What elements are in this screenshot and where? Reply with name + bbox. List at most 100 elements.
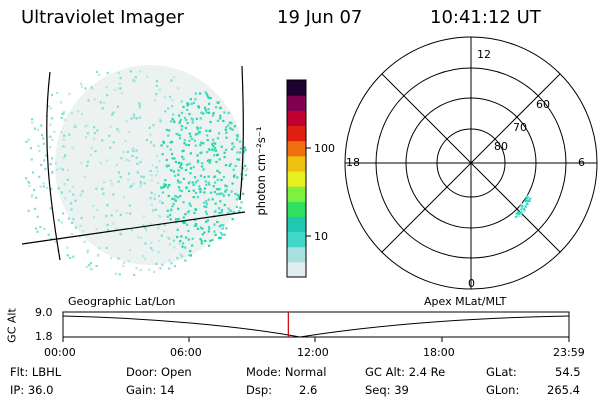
emission-pixel (212, 112, 215, 115)
emission-pixel (179, 194, 182, 198)
emission-pixel (144, 226, 147, 230)
emission-pixel (37, 144, 40, 148)
emission-pixel (81, 190, 84, 193)
colorbar-band (287, 231, 306, 248)
emission-pixel (79, 235, 82, 238)
emission-pixel (179, 162, 183, 165)
spot-pixel (519, 205, 522, 208)
emission-pixel (230, 122, 233, 125)
emission-pixel (184, 126, 188, 130)
emission-pixel (114, 272, 118, 275)
spot-pixel (526, 203, 529, 206)
emission-pixel (224, 128, 227, 131)
emission-pixel (212, 138, 215, 141)
emission-pixel (194, 92, 197, 95)
emission-pixel (205, 212, 208, 216)
polar-plot (344, 36, 598, 290)
emission-pixel (74, 199, 77, 202)
emission-pixel (63, 134, 66, 137)
emission-pixel (229, 209, 232, 212)
emission-pixel (111, 183, 114, 186)
emission-pixel (144, 242, 147, 245)
emission-pixel (119, 176, 122, 179)
emission-pixel (155, 155, 158, 158)
emission-pixel (180, 100, 183, 103)
emission-pixel (196, 159, 200, 162)
emission-pixel (170, 105, 174, 108)
emission-pixel (181, 242, 185, 245)
emission-pixel (202, 142, 205, 145)
emission-pixel (112, 222, 115, 225)
emission-pixel (101, 107, 104, 110)
emission-pixel (79, 82, 82, 86)
emission-pixel (108, 134, 111, 137)
aurora-haze (55, 65, 245, 265)
emission-pixel (231, 218, 234, 221)
emission-pixel (212, 149, 215, 152)
emission-pixel (127, 260, 130, 263)
emission-pixel (148, 268, 151, 271)
colorbar-frame (286, 79, 307, 278)
emission-pixel (203, 205, 207, 208)
glon-info: GLon: (486, 383, 520, 397)
emission-pixel (139, 185, 142, 188)
emission-pixel (42, 137, 45, 140)
emission-pixel (133, 80, 136, 83)
emission-pixel (165, 128, 168, 132)
colorbar-band (287, 246, 306, 263)
emission-pixel (162, 140, 165, 144)
polar-diagonal-2 (381, 73, 561, 253)
emission-pixel (213, 190, 216, 194)
emission-pixel (167, 184, 171, 187)
emission-pixel (36, 215, 39, 218)
emission-pixel (194, 218, 197, 222)
emission-pixel (153, 270, 156, 274)
spot-pixel (524, 205, 527, 208)
emission-pixel (99, 162, 102, 165)
emission-pixel (142, 215, 146, 218)
emission-pixel (45, 186, 49, 190)
emission-pixel (233, 125, 236, 128)
emission-pixel (184, 168, 188, 172)
emission-pixel (127, 178, 130, 181)
emission-pixel (216, 169, 219, 172)
emission-pixel (113, 88, 116, 92)
spot-pixel (523, 210, 526, 213)
emission-pixel (238, 140, 242, 143)
emission-pixel (149, 222, 152, 225)
emission-pixel (180, 255, 184, 258)
emission-pixel (138, 102, 141, 105)
emission-pixel (189, 152, 193, 155)
emission-pixel (99, 101, 102, 104)
emission-pixel (209, 96, 212, 100)
emission-pixel (215, 154, 219, 157)
emission-pixel (185, 118, 188, 122)
emission-pixel (86, 160, 90, 163)
emission-pixel (202, 112, 205, 115)
orbit-right-title: Apex MLat/MLT (424, 295, 507, 308)
spot-pixel (516, 214, 519, 217)
emission-pixel (229, 162, 232, 166)
emission-pixel (63, 154, 67, 157)
emission-pixel (150, 247, 153, 250)
emission-pixel (222, 194, 225, 197)
emission-pixel (184, 259, 187, 262)
emission-pixel (85, 164, 89, 167)
emission-pixel (216, 178, 219, 181)
emission-pixel (186, 108, 189, 112)
emission-pixel (50, 93, 54, 97)
emission-pixel (192, 195, 195, 199)
emission-pixel (36, 128, 40, 131)
emission-pixel (225, 136, 228, 139)
emission-pixel (168, 129, 171, 132)
emission-pixel (176, 179, 180, 182)
emission-pixel (198, 130, 201, 134)
emission-pixel (169, 141, 172, 144)
emission-pixel (98, 73, 101, 76)
emission-pixel (103, 101, 106, 105)
spot-pixel (517, 213, 520, 216)
emission-pixel (161, 201, 164, 204)
emission-pixel (168, 95, 172, 98)
emission-pixel (232, 211, 235, 214)
emission-pixel (231, 182, 234, 185)
